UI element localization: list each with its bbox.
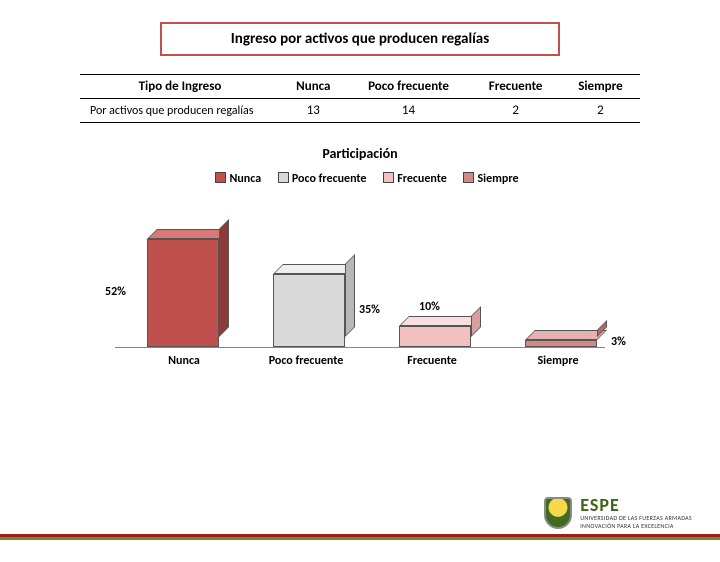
- legend-label-poco: Poco frecuente: [292, 172, 367, 186]
- bar: 3%: [519, 340, 603, 347]
- bar-value: 3%: [611, 335, 626, 349]
- legend-swatch-siempre: [463, 172, 474, 183]
- bar: 35%: [267, 274, 351, 347]
- slide-title: Ingreso por activos que producen regalía…: [160, 22, 560, 56]
- bar-value: 35%: [359, 303, 380, 317]
- bar-value: 10%: [419, 300, 440, 314]
- logo-name: ESPE: [580, 496, 692, 514]
- xlabel-frecuente: Frecuente: [377, 354, 487, 368]
- td-label: Por activos que producen regalías: [80, 99, 280, 123]
- footer-band: [0, 534, 720, 540]
- th-poco: Poco frecuente: [347, 75, 471, 99]
- chart-title: Participación: [0, 145, 720, 162]
- td-poco: 14: [347, 99, 471, 123]
- bar-value: 52%: [105, 285, 126, 299]
- xlabel-siempre: Siempre: [503, 354, 613, 368]
- td-nunca: 13: [280, 99, 347, 123]
- bar: 10%: [393, 326, 477, 347]
- th-nunca: Nunca: [280, 75, 347, 99]
- data-table: Tipo de Ingreso Nunca Poco frecuente Fre…: [80, 74, 640, 123]
- xlabel-poco: Poco frecuente: [251, 354, 361, 368]
- legend-swatch-nunca: [215, 172, 226, 183]
- table-row: Por activos que producen regalías 13 14 …: [80, 99, 640, 123]
- th-siempre: Siempre: [561, 75, 640, 99]
- legend-swatch-poco: [278, 172, 289, 183]
- td-siempre: 2: [561, 99, 640, 123]
- legend-label-frecuente: Frecuente: [397, 172, 447, 186]
- th-frecuente: Frecuente: [470, 75, 560, 99]
- legend-swatch-frecuente: [383, 172, 394, 183]
- espe-logo: ESPE UNIVERSIDAD DE LAS FUERZAS ARMADAS …: [544, 496, 692, 530]
- shield-icon: [544, 497, 572, 529]
- legend-label-siempre: Siempre: [477, 172, 518, 186]
- logo-sub2: INNOVACIÓN PARA LA EXCELENCIA: [580, 522, 692, 530]
- legend-label-nunca: Nunca: [229, 172, 261, 186]
- x-axis-labels: Nunca Poco frecuente Frecuente Siempre: [115, 354, 605, 374]
- td-frecuente: 2: [470, 99, 560, 123]
- logo-sub1: UNIVERSIDAD DE LAS FUERZAS ARMADAS: [580, 514, 692, 522]
- th-tipo: Tipo de Ingreso: [80, 75, 280, 99]
- bar-chart: 52% 35% 10% 3%: [115, 198, 605, 348]
- xlabel-nunca: Nunca: [129, 354, 239, 368]
- bar: 52%: [141, 239, 225, 347]
- table-header-row: Tipo de Ingreso Nunca Poco frecuente Fre…: [80, 75, 640, 99]
- chart-legend: Nunca Poco frecuente Frecuente Siempre: [0, 172, 720, 186]
